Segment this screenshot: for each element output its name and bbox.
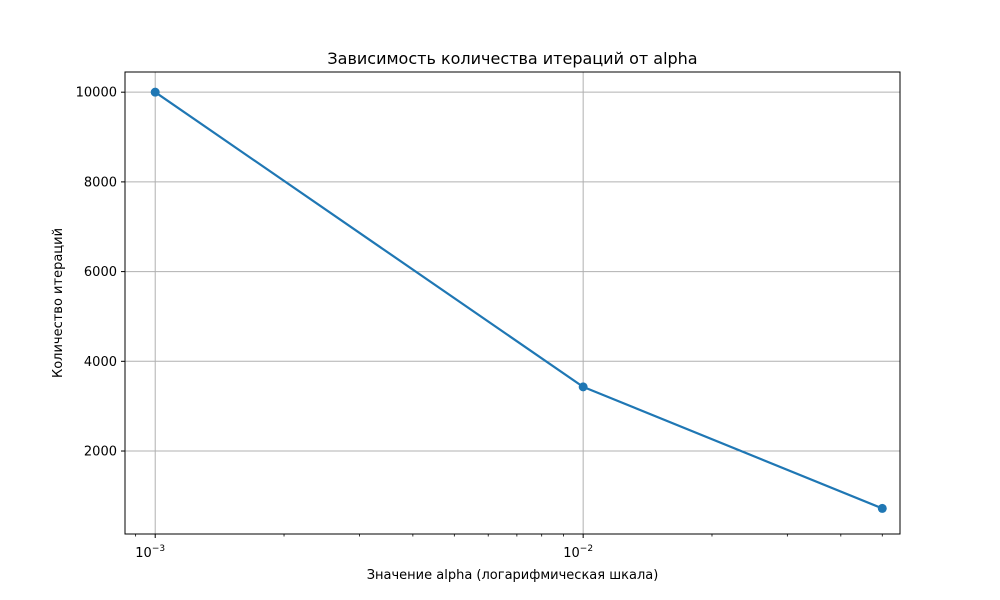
y-tick-label: 2000 bbox=[84, 445, 117, 460]
series-layer bbox=[150, 87, 887, 513]
x-axis-label: Значение alpha (логарифмическая шкала) bbox=[367, 568, 659, 583]
data-point bbox=[578, 382, 588, 392]
data-point bbox=[150, 87, 160, 97]
chart-title: Зависимость количества итераций от alpha bbox=[327, 49, 697, 68]
x-tick-base: 10 bbox=[135, 546, 152, 561]
x-tick-label: 10−3 bbox=[135, 544, 165, 561]
y-tick-label: 6000 bbox=[84, 265, 117, 280]
x-tick-label: 10−2 bbox=[563, 544, 593, 561]
grid bbox=[125, 72, 900, 534]
y-tick-label: 4000 bbox=[84, 355, 117, 370]
data-point bbox=[877, 503, 887, 513]
plot-frame bbox=[124, 71, 901, 535]
y-axis-label: Количество итераций bbox=[51, 228, 66, 378]
x-tick-exponent: −2 bbox=[580, 544, 593, 554]
x-tick-base: 10 bbox=[563, 546, 580, 561]
x-tick-exponent: −3 bbox=[152, 544, 165, 554]
y-tick-label: 8000 bbox=[84, 175, 117, 190]
y-tick-label: 10000 bbox=[76, 86, 117, 101]
